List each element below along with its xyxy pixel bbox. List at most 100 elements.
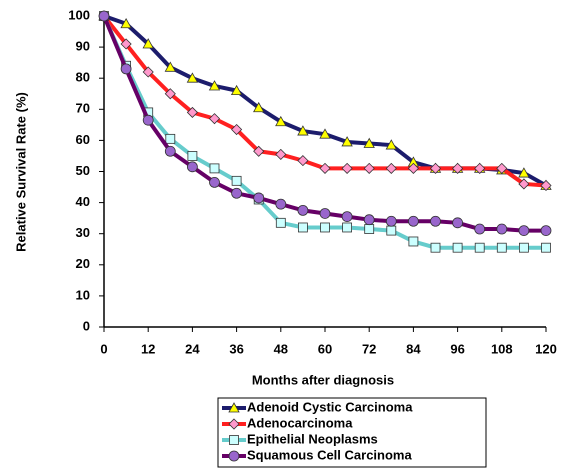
point <box>275 198 287 210</box>
x-tick-label: 84 <box>406 341 421 356</box>
point <box>253 192 265 204</box>
point <box>186 106 198 118</box>
point <box>230 84 243 96</box>
point <box>297 155 309 167</box>
point <box>430 215 441 227</box>
point <box>120 38 132 50</box>
y-tick-label: 80 <box>76 70 90 85</box>
point <box>319 128 331 139</box>
point <box>496 242 507 253</box>
point <box>164 145 176 157</box>
point <box>165 133 176 144</box>
point <box>275 148 287 160</box>
x-tick-label: 0 <box>100 341 107 356</box>
point <box>518 167 530 178</box>
series-line <box>103 14 547 188</box>
point <box>275 217 286 228</box>
point <box>341 162 353 174</box>
point <box>297 222 308 233</box>
point <box>474 162 486 174</box>
series-line <box>102 15 546 233</box>
point <box>142 66 154 78</box>
legend-label: Epithelial Neoplasms <box>247 431 378 446</box>
point <box>540 179 552 192</box>
point <box>452 217 464 229</box>
x-tick-label: 36 <box>229 341 243 356</box>
point <box>496 223 508 235</box>
point <box>408 236 419 247</box>
y-tick-label: 70 <box>76 101 90 116</box>
point <box>186 161 198 173</box>
y-tick-label: 20 <box>76 256 90 271</box>
y-tick-label: 40 <box>76 194 90 209</box>
point <box>385 139 397 150</box>
point <box>518 178 530 190</box>
point <box>385 215 397 227</box>
point <box>363 162 375 174</box>
y-tick-label: 100 <box>68 7 90 22</box>
point <box>342 222 353 233</box>
y-tick-label: 60 <box>76 132 90 147</box>
x-tick-label: 60 <box>318 341 332 356</box>
point <box>385 162 397 174</box>
x-tick-label: 24 <box>185 341 200 356</box>
point <box>320 222 330 233</box>
point <box>253 101 265 113</box>
point <box>341 211 353 222</box>
series-line <box>102 14 547 188</box>
legend-box <box>217 397 487 468</box>
point <box>452 242 463 253</box>
legend-marker <box>228 450 240 462</box>
point <box>208 80 221 91</box>
point <box>275 115 287 127</box>
point <box>98 10 110 22</box>
legend-marker <box>228 418 240 430</box>
point <box>142 38 154 49</box>
point <box>496 162 508 174</box>
legend-label: Adenoid Cystic Carcinoma <box>247 399 413 414</box>
y-tick-label: 10 <box>76 287 90 302</box>
point <box>518 225 530 236</box>
point <box>363 137 375 148</box>
legend-marker <box>228 402 240 413</box>
point <box>540 225 552 236</box>
point <box>297 204 309 216</box>
point <box>407 215 419 227</box>
point <box>386 225 397 236</box>
point <box>429 162 442 174</box>
x-axis-label: Months after diagnosis <box>252 372 394 387</box>
point <box>142 114 154 126</box>
y-tick-label: 90 <box>76 39 90 54</box>
point <box>208 113 221 125</box>
point <box>120 17 132 29</box>
point <box>364 224 375 234</box>
y-axis-label: Relative Survival Rate (%) <box>13 92 28 252</box>
point <box>407 162 419 174</box>
legend-label: Adenocarcinoma <box>247 415 353 430</box>
point <box>519 242 529 253</box>
point <box>187 151 198 161</box>
y-tick-label: 50 <box>76 163 90 178</box>
point <box>430 242 441 253</box>
y-tick-label: 30 <box>76 225 90 240</box>
point <box>319 208 331 219</box>
x-tick-label: 120 <box>535 341 557 356</box>
point <box>231 175 242 186</box>
y-tick-label: 0 <box>83 318 90 333</box>
x-tick-label: 72 <box>362 341 376 356</box>
point <box>253 145 265 157</box>
point <box>209 163 220 174</box>
point <box>164 61 176 72</box>
x-tick-label: 48 <box>274 341 288 356</box>
legend-label: Squamous Cell Carcinoma <box>247 447 412 462</box>
point <box>363 214 375 226</box>
x-tick-label: 12 <box>141 341 155 356</box>
point <box>186 72 199 83</box>
point <box>209 176 220 188</box>
point <box>341 136 353 147</box>
point <box>541 242 551 253</box>
point <box>297 125 309 136</box>
point <box>319 162 331 174</box>
point <box>231 123 243 136</box>
